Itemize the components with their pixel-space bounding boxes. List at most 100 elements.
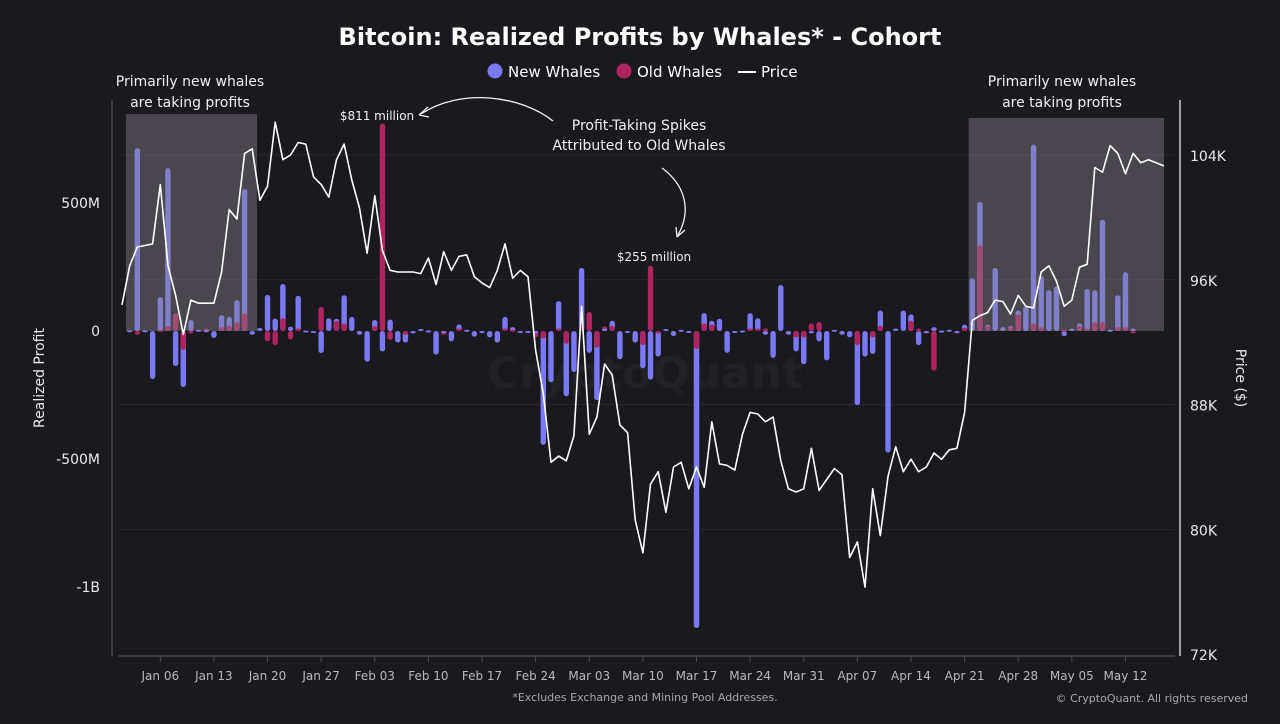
bar-new-whales [1069,328,1075,331]
bar-old-whales [502,328,508,331]
bar-old-whales [333,320,340,331]
bar-new-whales [1038,276,1044,331]
bar-old-whales [594,331,600,348]
left-tick-label: 0 [91,324,100,340]
bar-new-whales [410,331,416,334]
bar-new-whales [1053,286,1060,331]
bar-new-whales [425,330,432,333]
bar-old-whales [908,320,914,331]
bar-new-whales [203,330,209,333]
bar-old-whales [1061,329,1067,332]
bar-old-whales [755,328,761,331]
bar-old-whales [234,322,240,331]
bar-new-whales [586,331,592,353]
bar-old-whales [379,123,386,331]
bar-new-whales [418,328,424,331]
bar-old-whales [977,245,983,331]
bar-new-whales [264,294,271,331]
highlight-region [968,118,1164,331]
bar-new-whales [862,331,868,357]
highlight-right-label-line2: are taking profits [1002,95,1122,111]
right-tick-label: 80K [1190,523,1218,539]
bar-old-whales [1122,327,1129,331]
bar-old-whales [984,325,991,331]
bar-old-whales [1030,323,1037,331]
bar-new-whales [249,331,255,335]
bar-new-whales [1000,327,1006,331]
bar-new-whales [188,320,194,331]
bar-new-whales [663,328,669,331]
bar-new-whales [885,331,891,453]
bar-old-whales [1130,331,1136,334]
bar-new-whales [303,330,309,333]
bar-new-whales [601,328,608,331]
annotation-811-million: $811 million [340,109,414,123]
left-tick-label: -1B [76,580,100,596]
bar-old-whales [701,323,707,331]
bar-new-whales [1122,272,1129,331]
highlight-left-label-line1: Primarily new whales [116,74,264,90]
bar-new-whales [1107,329,1113,332]
bar-old-whales [808,323,815,331]
bar-new-whales [755,318,761,331]
bar-new-whales [915,331,922,346]
bar-new-whales [732,331,738,333]
bar-new-whales [126,330,133,333]
bar-new-whales [778,284,784,331]
bar-new-whales [502,316,508,331]
bar-new-whales [831,329,838,332]
bar-new-whales [1130,328,1136,331]
bar-new-whales [218,315,225,331]
bar-old-whales [915,328,922,331]
bar-new-whales [494,331,501,343]
bar-old-whales [341,323,347,331]
bar-new-whales [1023,306,1029,331]
bar-old-whales [709,324,715,331]
bar-new-whales [632,331,638,343]
x-tick-label: Feb 24 [515,669,555,683]
right-tick-label: 88K [1190,399,1218,415]
bar-new-whales [448,331,455,342]
bar-new-whales [716,318,723,331]
bar-old-whales [264,331,271,342]
bar-new-whales [900,310,907,331]
bar-new-whales [441,331,447,333]
bar-new-whales [747,313,753,331]
x-tick-label: Apr 07 [837,669,877,683]
bar-new-whales [571,331,577,372]
bar-old-whales [801,331,807,338]
bar-new-whales [142,330,148,333]
left-axis-title: Realized Profit [32,328,48,428]
legend-new-whales[interactable]: New Whales [508,63,600,81]
bar-old-whales [280,318,286,331]
bar-new-whales [892,328,899,331]
bar-new-whales [678,329,684,332]
bar-old-whales [762,328,769,331]
gridlines [118,154,1175,530]
bar-new-whales [923,331,929,333]
bar-old-whales [961,327,968,331]
bar-new-whales [854,331,861,406]
bar-old-whales [134,331,141,335]
bar-old-whales [540,331,546,339]
bar-old-whales [869,331,876,338]
bar-new-whales [946,329,952,332]
x-tick-label: Jan 06 [141,669,180,683]
left-tick-label: 500M [61,196,100,212]
bar-old-whales [1115,327,1121,331]
bar-new-whales [686,331,692,333]
bar-old-whales [877,325,884,331]
legend-old-whales[interactable]: Old Whales [637,63,722,81]
x-axis-ticks: Jan 06 Jan 13 Jan 20 Jan 27 Feb 03 Feb 10 Feb … [141,656,1147,683]
x-tick-label: Jan 27 [301,669,340,683]
x-tick-label: Mar 31 [783,669,825,683]
bar-new-whales [617,331,623,360]
legend-price[interactable]: Price [761,63,798,81]
bar-new-whales [395,331,401,343]
annotation-arrow-to-811 [420,97,554,122]
bar-old-whales [747,328,753,331]
bar-new-whales [149,331,156,380]
left-axis-ticks: 500M 0 -500M -1B [56,196,100,596]
chart-title: Bitcoin: Realized Profits by Whales* - C… [339,23,942,51]
